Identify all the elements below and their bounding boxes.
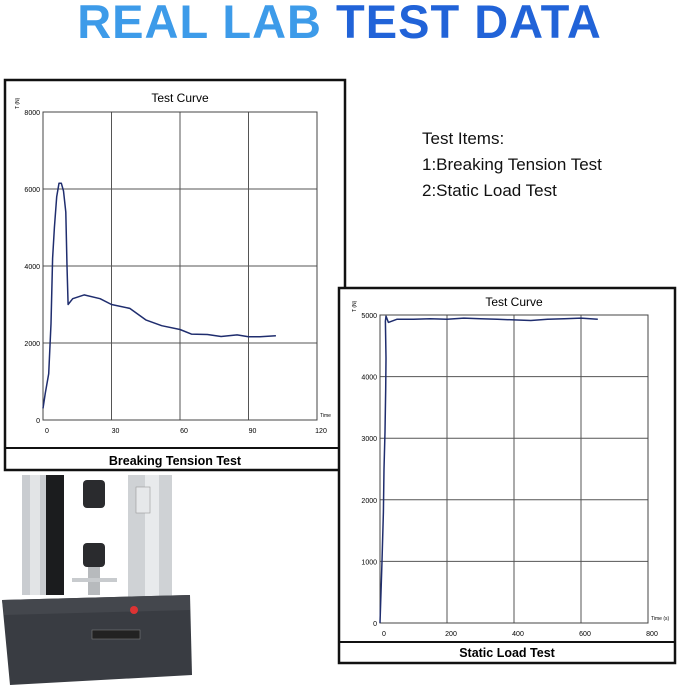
testing-machine-image — [2, 475, 192, 685]
x-tick-label: 800 — [646, 631, 658, 638]
y-axis-label: T (N) — [15, 97, 21, 109]
plot-area — [42, 111, 318, 421]
y-tick-label: 0 — [36, 418, 40, 425]
y-tick-label: 1000 — [361, 559, 377, 566]
y-axis-label: T (N) — [352, 300, 358, 312]
test-items-heading: Test Items: — [422, 129, 505, 148]
series-line — [42, 182, 276, 409]
x-tick-label: 90 — [249, 428, 257, 435]
y-tick-label: 2000 — [24, 341, 40, 348]
x-tick-label: 400 — [512, 631, 524, 638]
x-tick-label: 60 — [180, 428, 188, 435]
chart-caption: Breaking Tension Test — [109, 454, 242, 468]
series-line — [379, 315, 598, 624]
title-part-2: TEST DATA — [336, 0, 602, 48]
y-tick-label: 5000 — [361, 313, 377, 320]
x-tick-label: 600 — [579, 631, 591, 638]
x-tick-label: 120 — [315, 428, 327, 435]
chart-frame — [3, 78, 347, 472]
y-tick-label: 3000 — [361, 436, 377, 443]
test-item: 1:Breaking Tension Test — [422, 155, 602, 174]
y-tick-label: 0 — [373, 621, 377, 628]
test-items-list: Test Items: 1:Breaking Tension Test 2:St… — [422, 126, 602, 204]
y-tick-label: 8000 — [24, 110, 40, 117]
chart-caption: Static Load Test — [459, 646, 555, 660]
x-tick-label: 0 — [45, 428, 49, 435]
test-item: 2:Static Load Test — [422, 181, 557, 200]
y-tick-label: 4000 — [24, 264, 40, 271]
y-tick-label: 4000 — [361, 375, 377, 382]
title-part-1: REAL LAB — [77, 0, 322, 48]
plot-area — [379, 314, 649, 624]
x-tick-label: 200 — [445, 631, 457, 638]
chart-title: Test Curve — [151, 91, 209, 105]
y-tick-label: 2000 — [361, 498, 377, 505]
y-tick-label: 6000 — [24, 187, 40, 194]
chart-frame — [337, 286, 677, 665]
x-tick-label: 30 — [112, 428, 120, 435]
chart-title: Test Curve — [485, 295, 543, 309]
x-tick-label: 0 — [382, 631, 386, 638]
x-axis-label: Time (s) — [651, 616, 669, 622]
page-title: REAL LAB TEST DATA — [0, 0, 679, 49]
x-axis-label: Time — [320, 413, 331, 419]
